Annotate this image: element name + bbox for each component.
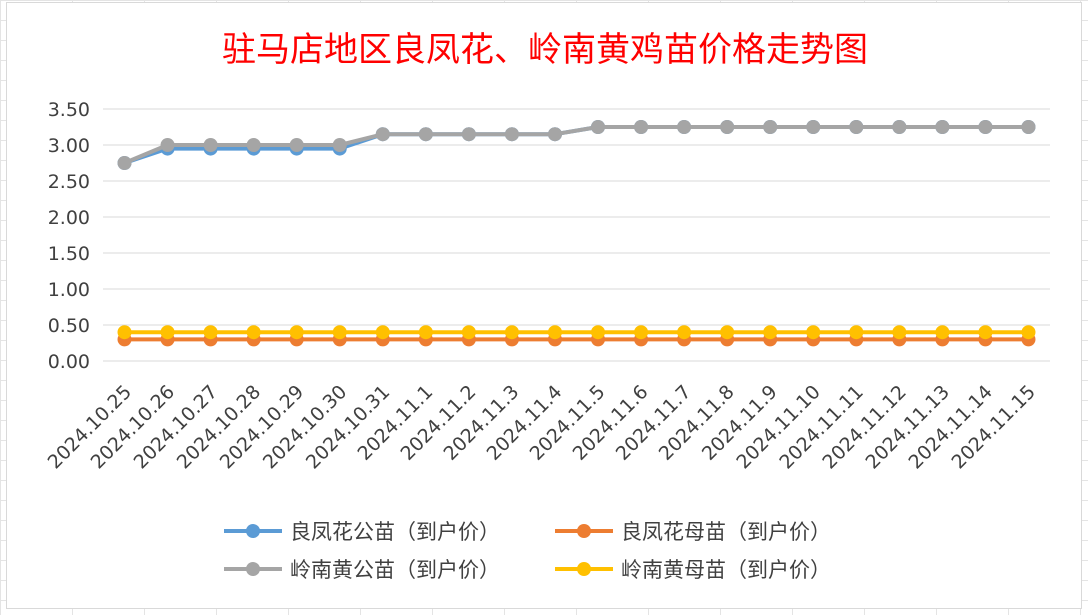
data-point (332, 325, 347, 340)
data-point (504, 127, 519, 142)
y-tick-label: 1.50 (48, 243, 90, 265)
y-tick-label: 1.00 (48, 279, 90, 301)
data-point (332, 138, 347, 152)
data-point (418, 325, 433, 340)
legend-marker (246, 562, 260, 576)
data-point (763, 325, 778, 340)
legend-label: 岭南黄母苗（到户价） (621, 558, 831, 582)
data-point (677, 120, 692, 134)
data-point (978, 120, 993, 134)
chart-title: 驻马店地区良凤花、岭南黄鸡苗价格走势图 (222, 30, 868, 70)
series-3 (117, 325, 1036, 340)
data-point (1021, 325, 1036, 340)
series-line (122, 125, 1031, 165)
data-point (1021, 120, 1036, 134)
data-point (246, 138, 261, 152)
y-tick-label: 3.50 (48, 99, 90, 121)
data-point (892, 120, 907, 134)
line-chart: 驻马店地区良凤花、岭南黄鸡苗价格走势图 0.00 0.50 1.00 1.50 2.00… (44, 30, 1050, 582)
legend-marker (577, 524, 591, 538)
data-point (375, 325, 390, 340)
chart-area[interactable]: 驻马店地区良凤花、岭南黄鸡苗价格走势图 0.00 0.50 1.00 1.50 2.00… (6, 2, 1082, 609)
data-point (763, 120, 778, 134)
data-point (892, 325, 907, 340)
series-layer (117, 120, 1036, 347)
data-point (117, 325, 132, 340)
data-point (591, 325, 606, 340)
data-point (418, 127, 433, 142)
legend-label: 岭南黄公苗（到户价） (290, 558, 500, 582)
data-point (117, 156, 132, 170)
legend-item[interactable]: 良凤花公苗（到户价） (224, 520, 500, 544)
data-point (720, 325, 735, 340)
data-point (935, 120, 950, 134)
legend-item[interactable]: 良凤花母苗（到户价） (555, 520, 831, 544)
data-point (978, 325, 993, 340)
legend-marker (577, 562, 591, 576)
data-point (160, 325, 175, 340)
data-point (591, 120, 606, 134)
data-point (246, 325, 261, 340)
data-point (634, 325, 649, 340)
y-tick-label: 0.00 (48, 351, 90, 373)
y-tick-label: 0.50 (48, 315, 90, 337)
y-tick-label: 3.00 (48, 135, 90, 157)
data-point (461, 127, 476, 142)
legend-item[interactable]: 岭南黄公苗（到户价） (224, 558, 500, 582)
data-point (203, 325, 218, 340)
data-point (677, 325, 692, 340)
data-point (849, 120, 864, 134)
x-axis-tick-labels: 2024.10.252024.10.262024.10.272024.10.28… (44, 381, 1040, 473)
y-axis-tick-labels: 0.00 0.50 1.00 1.50 2.00 2.50 3.00 3.50 (48, 99, 90, 373)
y-tick-label: 2.00 (48, 207, 90, 229)
data-point (806, 325, 821, 340)
data-point (720, 120, 735, 134)
data-point (461, 325, 476, 340)
data-point (547, 127, 562, 142)
data-point (160, 138, 175, 152)
series-2 (117, 120, 1036, 170)
data-point (289, 138, 304, 152)
legend-label: 良凤花公苗（到户价） (290, 520, 500, 544)
data-point (935, 325, 950, 340)
data-point (806, 120, 821, 134)
data-point (375, 127, 390, 142)
data-point (289, 325, 304, 340)
data-point (547, 325, 562, 340)
data-point (203, 138, 218, 152)
y-tick-label: 2.50 (48, 171, 90, 193)
legend: 良凤花公苗（到户价） 良凤花母苗（到户价） 岭南黄公苗（到户价） 岭南黄母苗（到户价） (224, 520, 831, 582)
data-point (634, 120, 649, 134)
legend-item[interactable]: 岭南黄母苗（到户价） (555, 558, 831, 582)
legend-marker (246, 524, 260, 538)
legend-label: 良凤花母苗（到户价） (621, 520, 831, 544)
data-point (504, 325, 519, 340)
data-point (849, 325, 864, 340)
